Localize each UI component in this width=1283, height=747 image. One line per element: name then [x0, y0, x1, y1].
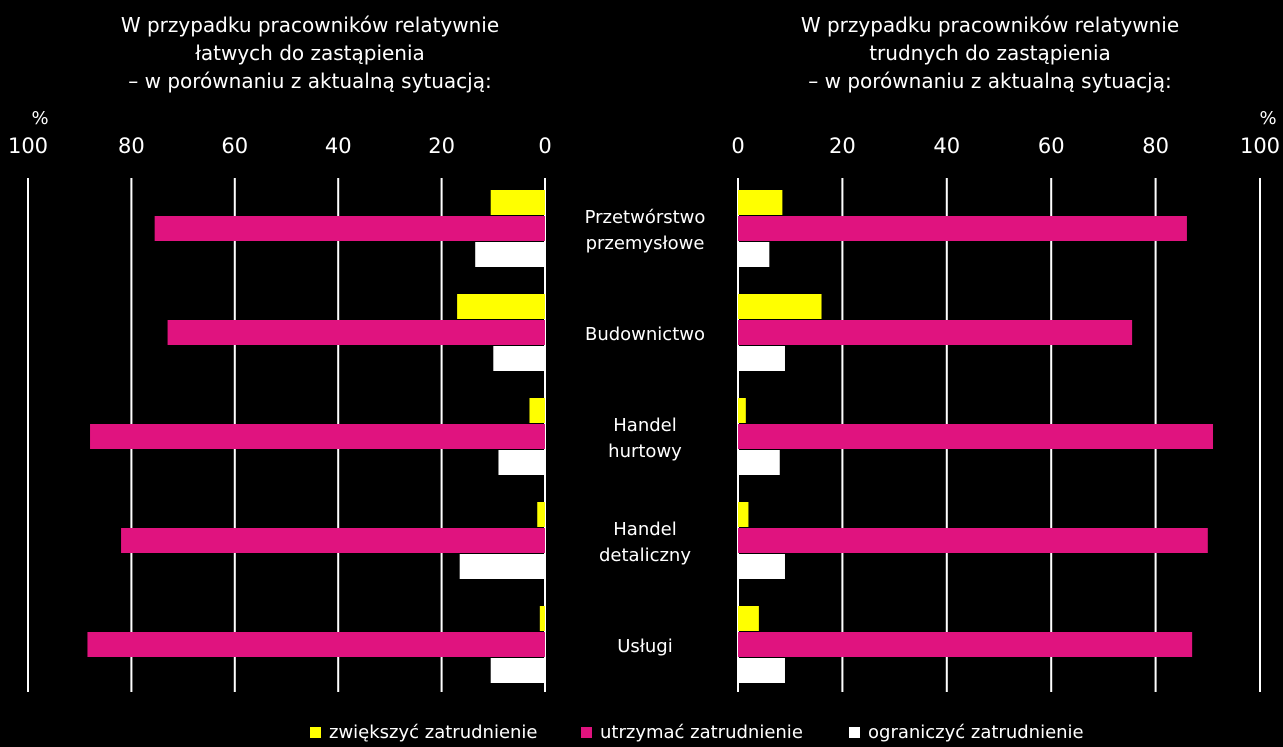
legend-label-2: utrzymać zatrudnienie	[600, 722, 803, 743]
panel-1-bar-3-1	[475, 242, 545, 267]
panel-2-tick-label: 100	[1240, 134, 1280, 158]
category-label: Handel	[613, 415, 676, 436]
panel-1-tick-label: 60	[221, 134, 248, 158]
panel-1-tick-label: 100	[8, 134, 48, 158]
panel-2-bar-3-2	[738, 346, 785, 371]
category-label: Usługi	[617, 636, 673, 657]
category-label: Przetwórstwo	[585, 207, 706, 228]
category-label: hurtowy	[608, 441, 682, 462]
panel-1-bar-1-2	[457, 294, 545, 319]
panel-2-bar-3-1	[738, 242, 770, 267]
panel-2-tick-label: 80	[1142, 134, 1169, 158]
panel-2-tick-label: 40	[933, 134, 960, 158]
panel-2-bar-2-5	[738, 632, 1193, 657]
panel-1-title-line: – w porównaniu z aktualną sytuacją:	[128, 69, 491, 93]
legend-label-3: ograniczyć zatrudnienie	[868, 722, 1084, 743]
panel-2-bar-3-4	[738, 554, 785, 579]
panel-2-bar-2-1	[738, 216, 1187, 241]
panel-1-bar-3-2	[493, 346, 545, 371]
panel-1-tick-label: 40	[325, 134, 352, 158]
panel-2-tick-label: 20	[829, 134, 856, 158]
category-label: detaliczny	[599, 545, 691, 566]
category-label: Budownictwo	[585, 324, 705, 345]
category-label: Handel	[613, 519, 676, 540]
panel-1-bar-3-3	[498, 450, 545, 475]
panel-2-bar-1-1	[738, 190, 783, 215]
panel-1-bar-1-4	[537, 502, 545, 527]
panel-2-bar-2-2	[738, 320, 1133, 345]
panel-1-bar-2-1	[154, 216, 546, 241]
legend-swatch-1	[310, 727, 321, 738]
panel-1-bar-3-4	[459, 554, 545, 579]
panel-1-bar-3-5	[490, 658, 545, 683]
panel-1-tick-label: 20	[428, 134, 455, 158]
panel-2-tick-label: 60	[1038, 134, 1065, 158]
panel-1-bar-2-4	[121, 528, 545, 553]
legend-swatch-3	[849, 727, 860, 738]
panel-1-title-line: łatwych do zastąpienia	[195, 41, 425, 65]
panel-1-bar-2-2	[167, 320, 545, 345]
panel-1-title-line: W przypadku pracowników relatywnie	[121, 13, 499, 37]
panel-1-bar-2-5	[87, 632, 545, 657]
panel-1-bar-1-3	[529, 398, 545, 423]
panel-1-bar-2-3	[90, 424, 545, 449]
panel-2-bar-1-4	[738, 502, 749, 527]
category-label: przemysłowe	[586, 233, 705, 254]
panel-2-bar-1-5	[738, 606, 759, 631]
panel-1-tick-label: 80	[118, 134, 145, 158]
panel-2-bar-3-5	[738, 658, 785, 683]
panel-2-title-line: W przypadku pracowników relatywnie	[801, 13, 1179, 37]
panel-2-tick-label: 0	[731, 134, 744, 158]
legend-label-1: zwiększyć zatrudnienie	[329, 722, 538, 743]
panel-1-unit-label: %	[31, 108, 48, 129]
panel-2-bar-1-3	[738, 398, 746, 423]
panel-1-bar-1-5	[539, 606, 545, 631]
panel-2-bar-1-2	[738, 294, 822, 319]
legend-swatch-2	[581, 727, 592, 738]
panel-2-bar-3-3	[738, 450, 780, 475]
panel-2-bar-2-3	[738, 424, 1214, 449]
panel-1-tick-label: 0	[538, 134, 551, 158]
panel-2-unit-label: %	[1259, 108, 1276, 129]
panel-1-bar-1-1	[490, 190, 545, 215]
panel-2-title-line: – w porównaniu z aktualną sytuacją:	[808, 69, 1171, 93]
panel-2-bar-2-4	[738, 528, 1208, 553]
panel-2-title-line: trudnych do zastąpienia	[869, 41, 1111, 65]
